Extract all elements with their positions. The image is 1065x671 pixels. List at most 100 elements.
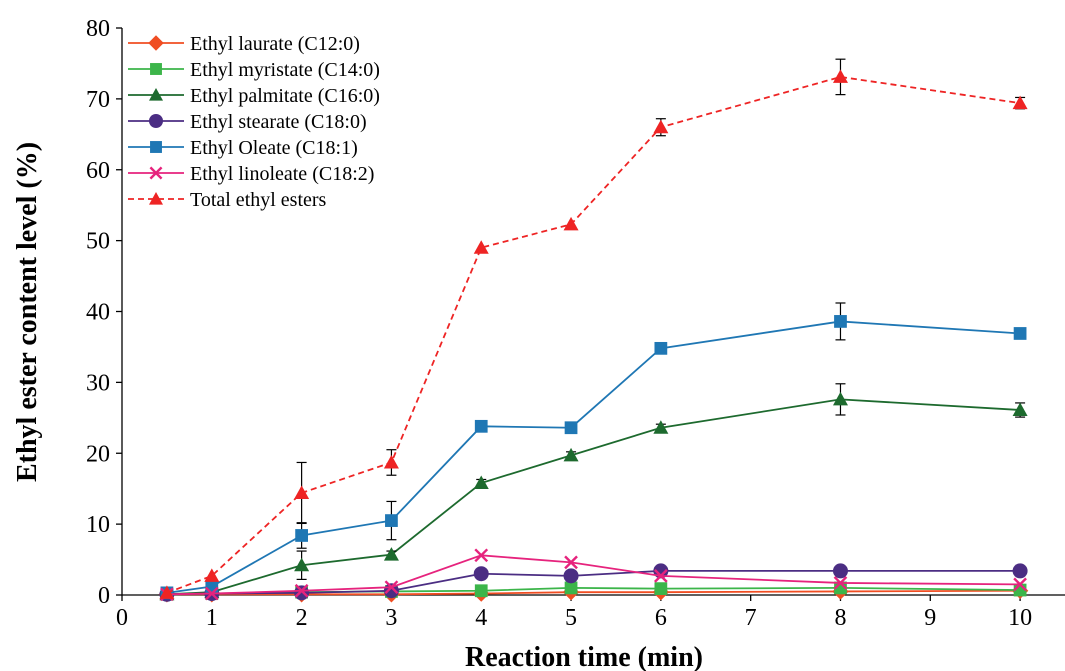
legend-swatch-marker (149, 114, 163, 128)
data-point (653, 119, 669, 134)
data-point (383, 454, 399, 469)
data-point (204, 586, 219, 601)
x-tick-label: 4 (475, 605, 487, 631)
legend-swatch-marker (149, 192, 163, 205)
legend-entry: Total ethyl esters (128, 189, 327, 211)
data-point (1012, 95, 1028, 110)
marker-stroke (149, 166, 163, 180)
data-point (563, 568, 579, 584)
legend-label: Total ethyl esters (190, 189, 327, 211)
marker-stroke (384, 580, 399, 595)
legend-entry: Ethyl myristate (C14:0) (128, 59, 380, 81)
marker-stroke (204, 586, 219, 601)
legend-label: Ethyl myristate (C14:0) (190, 59, 380, 81)
y-tick-label: 0 (98, 583, 110, 609)
data-point (833, 576, 848, 590)
data-point (1012, 563, 1028, 579)
x-tick-label: 2 (296, 605, 308, 631)
data-point (1012, 402, 1028, 417)
data-point (294, 485, 310, 499)
data-point (384, 580, 399, 595)
data-point (474, 548, 489, 563)
data-point (385, 514, 398, 527)
data-point (564, 581, 578, 595)
legend-entry: Ethyl palmitate (C16:0) (128, 85, 380, 107)
data-point (294, 585, 310, 601)
x-tick-label: 5 (565, 605, 577, 631)
x-tick-label: 6 (655, 605, 667, 631)
data-point (473, 240, 489, 254)
data-point (204, 568, 220, 582)
y-tick-label: 10 (86, 512, 110, 538)
data-point (294, 557, 310, 572)
data-point (832, 563, 848, 579)
legend-swatch-marker (149, 166, 163, 180)
marker-stroke (833, 576, 848, 590)
data-point (834, 315, 847, 328)
y-tick-label: 70 (86, 87, 110, 113)
data-point (294, 583, 309, 598)
legend-swatch-marker (150, 141, 162, 153)
x-tick-label: 7 (745, 605, 757, 631)
legend-label: Ethyl stearate (C18:0) (190, 111, 367, 133)
x-tick-label: 0 (116, 605, 128, 631)
data-point (473, 566, 489, 582)
legend-label: Ethyl Oleate (C18:1) (190, 137, 358, 159)
legend-swatch-marker (149, 88, 163, 101)
y-tick-label: 50 (86, 229, 110, 255)
series-6 (159, 58, 1028, 599)
x-axis-title: Reaction time (min) (465, 642, 703, 671)
y-tick-label: 20 (86, 441, 110, 467)
data-point (832, 391, 848, 406)
data-point (654, 341, 668, 355)
legend-swatch-marker (150, 63, 162, 75)
legend-entry: Ethyl Oleate (C18:1) (128, 137, 358, 159)
marker-stroke (1013, 577, 1027, 592)
y-tick-label: 40 (86, 300, 110, 326)
data-point (159, 585, 175, 599)
data-point (654, 569, 668, 583)
series-4 (160, 302, 1027, 600)
series-layer (158, 58, 1029, 603)
data-point (653, 420, 669, 434)
legend-entry: Ethyl stearate (C18:0) (128, 111, 367, 133)
data-point (295, 529, 308, 542)
data-point (654, 582, 668, 595)
data-point (563, 216, 579, 231)
data-point (474, 419, 488, 433)
data-point (383, 547, 399, 561)
legend-label: Ethyl laurate (C12:0) (190, 33, 360, 55)
legend-label: Ethyl palmitate (C16:0) (190, 85, 380, 107)
marker-stroke (474, 548, 489, 563)
data-point (564, 421, 578, 435)
data-point (564, 555, 578, 570)
x-tick-label: 3 (385, 605, 397, 631)
legend-entry: Ethyl laurate (C12:0) (128, 33, 360, 55)
data-point (205, 580, 219, 593)
data-point (473, 475, 489, 490)
marker-stroke (564, 555, 578, 570)
x-tick-label: 8 (834, 605, 846, 631)
data-point (474, 584, 488, 598)
y-tick-label: 30 (86, 370, 110, 396)
y-tick-label: 80 (86, 16, 110, 42)
data-point (832, 69, 848, 83)
legend-entry: Ethyl linoleate (C18:2) (128, 163, 374, 185)
legend: Ethyl laurate (C12:0) Ethyl myristate (C1… (128, 33, 380, 211)
marker-stroke (294, 583, 309, 598)
data-point (1013, 327, 1027, 340)
y-tick-label: 60 (86, 158, 110, 184)
x-tick-label: 9 (924, 605, 936, 631)
y-axis-title: Ethyl ester content level (%) (12, 142, 43, 482)
x-tick-label: 10 (1008, 605, 1032, 631)
x-tick-label: 1 (206, 605, 218, 631)
data-point (563, 447, 579, 462)
axes: 0 10 20 30 40 50 60 70 80 0 1 2 3 4 5 6 7 8 9 10 (86, 16, 1065, 631)
series-line (166, 320, 1021, 594)
legend-swatch-marker (148, 35, 164, 51)
marker-stroke (654, 569, 668, 583)
data-point (1013, 577, 1027, 592)
legend-label: Ethyl linoleate (C18:2) (190, 163, 374, 185)
